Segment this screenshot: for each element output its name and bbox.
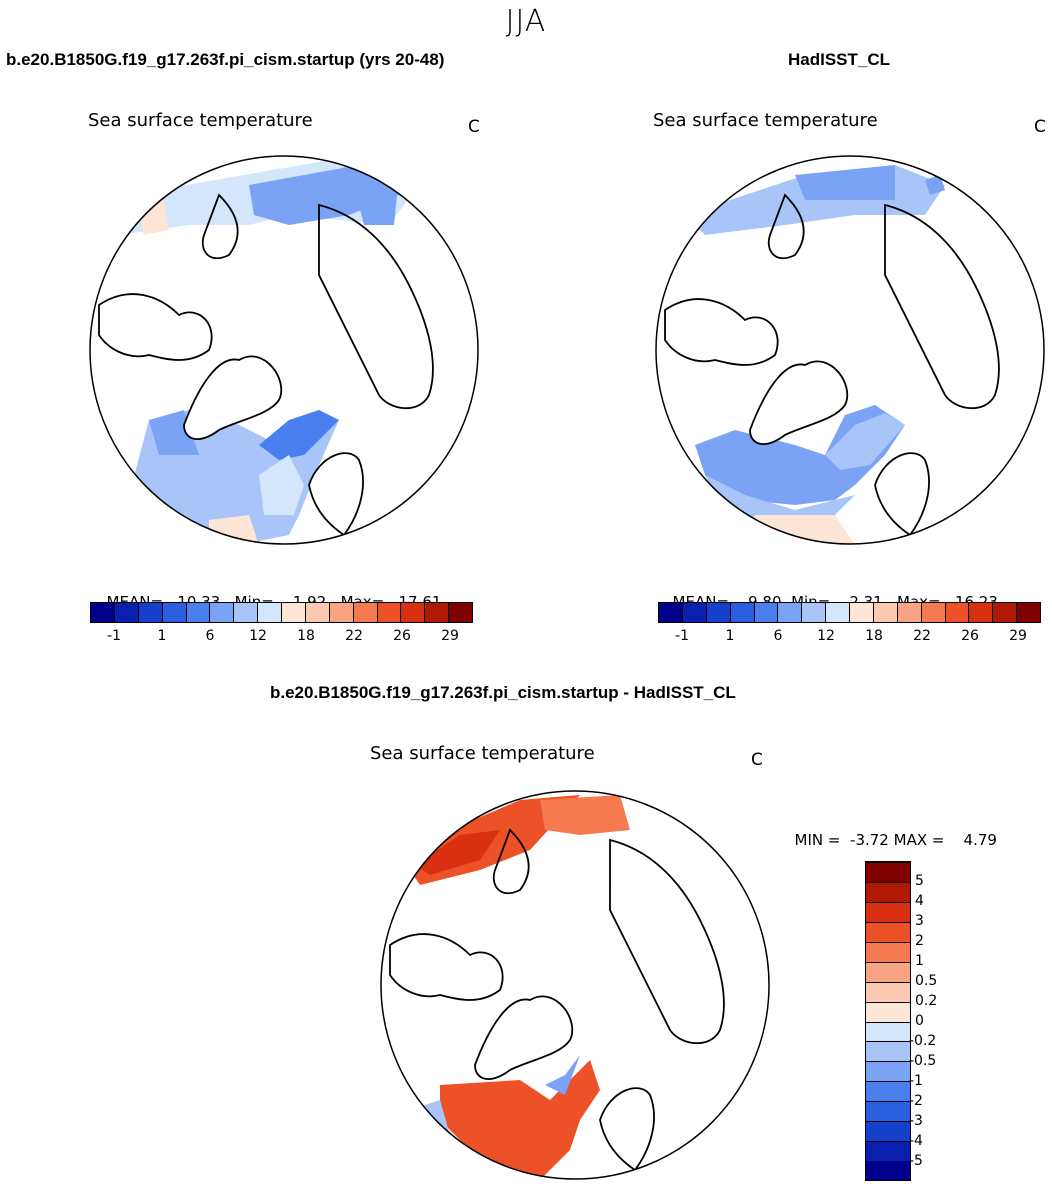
colorbar-swatch bbox=[866, 941, 910, 962]
diff-scandinavia-outline bbox=[599, 1087, 655, 1172]
colorbar-swatch bbox=[866, 921, 910, 942]
model-case-title: b.e20.B1850G.f19_g17.263f.pi_cism.startu… bbox=[6, 50, 445, 69]
canadian-archipelago-outline bbox=[98, 293, 213, 361]
diff-alaska-outline bbox=[492, 828, 530, 895]
obs-plot-title: Sea surface temperature bbox=[653, 110, 878, 131]
obs-greenland-outline bbox=[749, 360, 848, 445]
colorbar-swatch bbox=[866, 1061, 910, 1082]
colorbar-swatch bbox=[185, 603, 210, 622]
greenland-outline bbox=[183, 355, 282, 440]
colorbar-swatch bbox=[825, 603, 849, 622]
colorbar-swatch bbox=[866, 1161, 910, 1180]
obs-siberia-outline bbox=[884, 203, 1000, 410]
colorbar-swatch bbox=[91, 603, 114, 622]
colorbar-swatch bbox=[328, 603, 353, 622]
diff-polar-map bbox=[380, 790, 770, 1180]
colorbar-swatch bbox=[866, 1001, 910, 1022]
model-polar-map bbox=[89, 155, 479, 545]
colorbar-swatch bbox=[376, 603, 401, 622]
colorbar-swatch bbox=[866, 901, 910, 922]
diff-bering-anomaly bbox=[540, 795, 630, 835]
colorbar-swatch bbox=[866, 1041, 910, 1062]
model-norwegian-sea-sst bbox=[259, 410, 339, 460]
colorbar-swatch bbox=[705, 603, 730, 622]
obs-case-title: HadISST_CL bbox=[788, 50, 891, 69]
colorbar-swatch bbox=[866, 881, 910, 902]
colorbar-swatch bbox=[304, 603, 329, 622]
model-colorbar-ticks: -1 1 6 12 18 22 26 29 bbox=[107, 628, 459, 644]
colorbar-swatch bbox=[161, 603, 186, 622]
colorbar-swatch bbox=[992, 603, 1017, 622]
colorbar-swatch bbox=[400, 603, 425, 622]
model-nordic-sst bbox=[259, 455, 304, 515]
obs-pacific-sst-cool bbox=[795, 165, 895, 200]
obs-colorbar bbox=[658, 602, 1041, 623]
diff-colorbar-ticks: 5 4 3 2 1 0.5 0.2 0 -0.2 -0.5 -1 -2 -3 -… bbox=[909, 873, 938, 1169]
colorbar-swatch bbox=[866, 1081, 910, 1102]
obs-polar-map bbox=[655, 155, 1045, 545]
diff-norwegian-anomaly bbox=[545, 1055, 580, 1095]
scandinavia-outline bbox=[308, 452, 364, 537]
colorbar-swatch bbox=[872, 603, 897, 622]
obs-bering-sst bbox=[925, 175, 945, 195]
colorbar-swatch bbox=[257, 603, 281, 622]
colorbar-swatch bbox=[681, 603, 706, 622]
diff-pacific-anomaly-strong bbox=[415, 830, 500, 875]
colorbar-swatch bbox=[209, 603, 234, 622]
colorbar-swatch bbox=[137, 603, 162, 622]
diff-plot-title: Sea surface temperature bbox=[370, 743, 595, 764]
diff-stats: MIN = -3.72 MAX = 4.79 bbox=[794, 831, 997, 849]
colorbar-swatch bbox=[866, 1121, 910, 1142]
colorbar-swatch bbox=[753, 603, 778, 622]
colorbar-swatch bbox=[866, 1021, 910, 1042]
colorbar-swatch bbox=[968, 603, 993, 622]
colorbar-swatch bbox=[1016, 603, 1040, 622]
colorbar-swatch bbox=[866, 1101, 910, 1122]
colorbar-swatch bbox=[866, 981, 910, 1002]
colorbar-swatch bbox=[352, 603, 377, 622]
colorbar-swatch bbox=[448, 603, 472, 622]
obs-unit-label: C bbox=[1034, 117, 1046, 137]
colorbar-swatch bbox=[659, 603, 682, 622]
siberia-outline bbox=[318, 203, 434, 410]
colorbar-swatch bbox=[920, 603, 945, 622]
model-colorbar bbox=[90, 602, 473, 623]
model-plot-title: Sea surface temperature bbox=[88, 110, 313, 131]
obs-colorbar-ticks: -1 1 6 12 18 22 26 29 bbox=[675, 628, 1027, 644]
colorbar-swatch bbox=[849, 603, 873, 622]
colorbar-swatch bbox=[777, 603, 802, 622]
diff-case-title: b.e20.B1850G.f19_g17.263f.pi_cism.startu… bbox=[270, 683, 736, 702]
model-unit-label: C bbox=[468, 117, 480, 137]
alaska-outline bbox=[201, 193, 239, 260]
colorbar-swatch bbox=[424, 603, 449, 622]
diff-siberia-outline bbox=[609, 838, 725, 1045]
colorbar-swatch bbox=[801, 603, 826, 622]
colorbar-swatch bbox=[281, 603, 305, 622]
diff-canadian-archipelago-outline bbox=[389, 933, 504, 1001]
colorbar-swatch bbox=[866, 862, 910, 882]
diff-colorbar bbox=[865, 861, 911, 1181]
obs-scandinavia-outline bbox=[874, 452, 930, 537]
colorbar-swatch bbox=[729, 603, 754, 622]
obs-norwegian-sea-sst bbox=[825, 413, 905, 470]
colorbar-swatch bbox=[866, 1141, 910, 1162]
colorbar-swatch bbox=[113, 603, 138, 622]
obs-canadian-archipelago-outline bbox=[664, 298, 779, 366]
colorbar-swatch bbox=[944, 603, 969, 622]
diff-greenland-outline bbox=[474, 995, 573, 1080]
season-title: JJA bbox=[505, 4, 547, 39]
obs-alaska-outline bbox=[767, 193, 805, 260]
colorbar-swatch bbox=[896, 603, 921, 622]
colorbar-swatch bbox=[866, 961, 910, 982]
diff-unit-label: C bbox=[751, 750, 763, 770]
colorbar-swatch bbox=[233, 603, 258, 622]
model-bering-sst bbox=[354, 175, 399, 225]
